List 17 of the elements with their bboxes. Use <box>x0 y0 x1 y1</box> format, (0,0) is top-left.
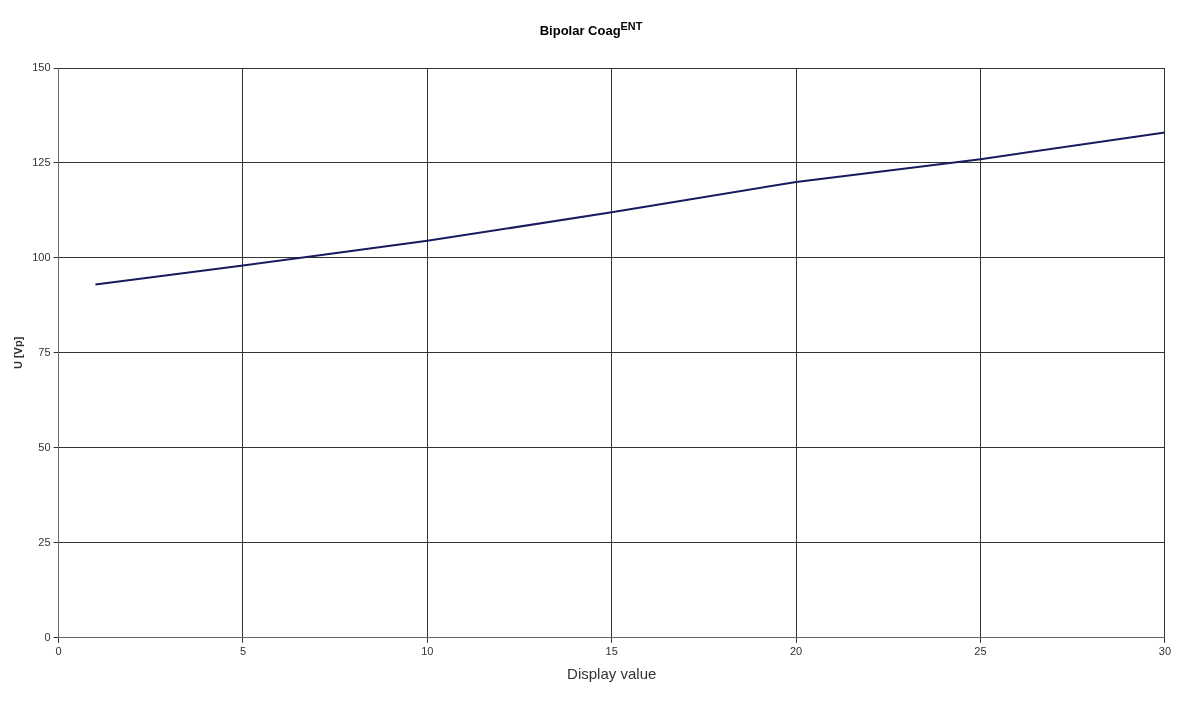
y-tick-label: 100 <box>32 251 51 264</box>
y-tick-label: 75 <box>38 346 51 359</box>
y-tick-label: 50 <box>38 441 51 454</box>
y-axis-title: U [Vp] <box>11 336 24 370</box>
x-axis-title: Display value <box>567 665 657 683</box>
x-tick-label: 30 <box>1158 645 1172 658</box>
x-tick-label: 15 <box>605 645 618 658</box>
y-tick-label: 125 <box>32 156 51 169</box>
x-tick-label: 20 <box>789 645 803 658</box>
x-tick-label: 10 <box>421 645 434 658</box>
chart-title: Bipolar Coag$^{ENT}$ <box>538 20 644 39</box>
x-tick-label: 25 <box>974 645 987 658</box>
y-tick-label: 150 <box>32 61 51 74</box>
x-tick-label: 5 <box>239 645 246 658</box>
y-tick-label: 25 <box>38 536 51 549</box>
y-tick-label: 0 <box>44 631 51 644</box>
x-tick-label: 0 <box>55 645 62 658</box>
